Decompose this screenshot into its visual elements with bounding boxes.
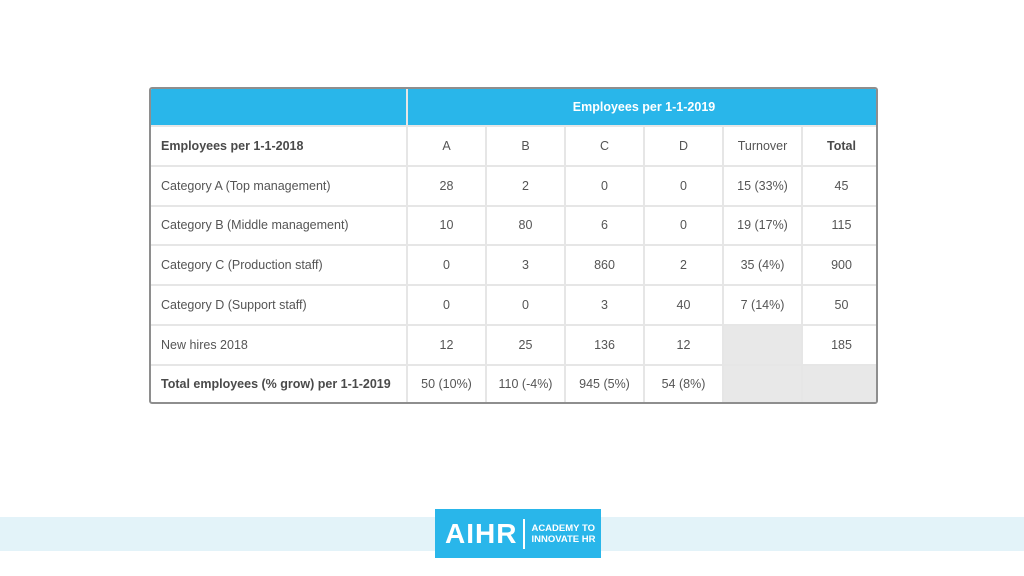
row-label: Category A (Top management) bbox=[151, 164, 408, 207]
group-header-row: Employees per 1-1-2019 bbox=[151, 89, 876, 127]
row-label: Category D (Support staff) bbox=[151, 284, 408, 326]
transition-matrix-table: Employees per 1-1-2019 Employees per 1-1… bbox=[149, 87, 878, 404]
table-row: New hires 2018 12 25 136 12 185 bbox=[151, 323, 876, 366]
matrix: Employees per 1-1-2019 Employees per 1-1… bbox=[151, 89, 876, 402]
total-cell: 45 bbox=[800, 164, 876, 207]
table-cell: 860 bbox=[564, 244, 645, 287]
total-cell: 50 bbox=[800, 284, 876, 326]
table-cell: 25 bbox=[485, 323, 566, 366]
table-cell: 0 bbox=[406, 284, 487, 326]
total-cell: 900 bbox=[800, 244, 876, 287]
table-cell: 54 (8%) bbox=[643, 363, 724, 402]
table-cell: 10 bbox=[406, 204, 487, 247]
row-label: New hires 2018 bbox=[151, 323, 408, 366]
logo-tagline: ACADEMY TO INNOVATE HR bbox=[531, 523, 595, 545]
table-cell: 136 bbox=[564, 323, 645, 366]
logo-divider bbox=[523, 518, 526, 549]
table-cell: 0 bbox=[643, 164, 724, 207]
column-header-turnover: Turnover bbox=[722, 125, 803, 167]
row-label: Category C (Production staff) bbox=[151, 244, 408, 287]
table-cell: 2 bbox=[485, 164, 566, 207]
table-cell: 0 bbox=[564, 164, 645, 207]
logo-tagline-line1: ACADEMY TO bbox=[531, 522, 595, 534]
row-header-label: Employees per 1-1-2018 bbox=[151, 125, 408, 167]
turnover-cell: 7 (14%) bbox=[722, 284, 803, 326]
column-header-c: C bbox=[564, 125, 645, 167]
header-corner-cell bbox=[151, 89, 408, 127]
table-cell: 0 bbox=[406, 244, 487, 287]
table-cell: 40 bbox=[643, 284, 724, 326]
table-cell: 12 bbox=[406, 323, 487, 366]
table-row: Category C (Production staff) 0 3 860 2 … bbox=[151, 244, 876, 287]
column-header-d: D bbox=[643, 125, 724, 167]
table-cell: 6 bbox=[564, 204, 645, 247]
empty-cell bbox=[722, 323, 803, 366]
table-row: Total employees (% grow) per 1-1-2019 50… bbox=[151, 363, 876, 402]
row-label: Category B (Middle management) bbox=[151, 204, 408, 247]
turnover-cell: 35 (4%) bbox=[722, 244, 803, 287]
table-cell: 3 bbox=[485, 244, 566, 287]
table-row: Category A (Top management) 28 2 0 0 15 … bbox=[151, 164, 876, 207]
row-label: Total employees (% grow) per 1-1-2019 bbox=[151, 363, 408, 402]
table-cell: 945 (5%) bbox=[564, 363, 645, 402]
turnover-cell: 19 (17%) bbox=[722, 204, 803, 247]
table-cell: 12 bbox=[643, 323, 724, 366]
column-header-b: B bbox=[485, 125, 566, 167]
logo-tagline-line2: INNOVATE HR bbox=[531, 533, 596, 545]
total-cell: 115 bbox=[800, 204, 876, 247]
table-cell: 110 (-4%) bbox=[485, 363, 566, 402]
logo-mark: AIHR bbox=[445, 517, 518, 549]
table-cell: 80 bbox=[485, 204, 566, 247]
table-cell: 28 bbox=[406, 164, 487, 207]
column-header-total: Total bbox=[800, 125, 876, 167]
total-cell: 185 bbox=[800, 323, 876, 366]
table-row: Category D (Support staff) 0 0 3 40 7 (1… bbox=[151, 284, 876, 326]
table-cell: 50 (10%) bbox=[406, 363, 487, 402]
column-header-a: A bbox=[406, 125, 487, 167]
empty-cell bbox=[800, 363, 876, 402]
table-cell: 0 bbox=[485, 284, 566, 326]
table-cell: 3 bbox=[564, 284, 645, 326]
aihr-logo: AIHR ACADEMY TO INNOVATE HR bbox=[435, 509, 601, 558]
table-row: Category B (Middle management) 10 80 6 0… bbox=[151, 204, 876, 247]
group-header: Employees per 1-1-2019 bbox=[405, 89, 876, 127]
table-cell: 2 bbox=[643, 244, 724, 287]
table-cell: 0 bbox=[643, 204, 724, 247]
empty-cell bbox=[722, 363, 803, 402]
turnover-cell: 15 (33%) bbox=[722, 164, 803, 207]
column-header-row: Employees per 1-1-2018 A B C D Turnover … bbox=[151, 125, 876, 167]
